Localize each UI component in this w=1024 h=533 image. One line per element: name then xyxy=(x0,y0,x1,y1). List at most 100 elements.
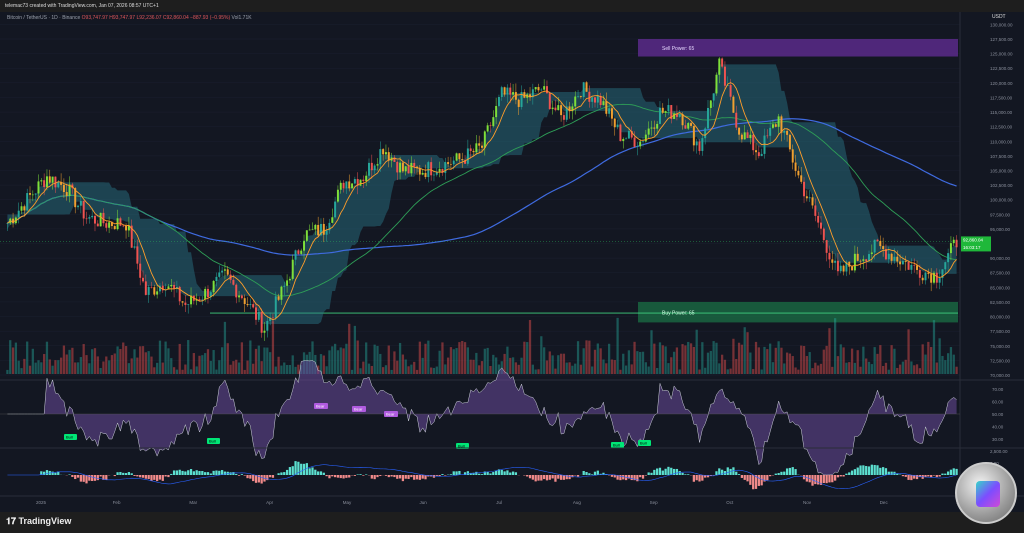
macd-histogram-bar xyxy=(172,470,176,475)
candle xyxy=(407,166,410,174)
volume-bar xyxy=(201,355,204,374)
macd-histogram-bar xyxy=(562,475,566,480)
volume-bar xyxy=(311,341,314,374)
candle xyxy=(249,304,252,306)
volume-bar xyxy=(523,341,526,374)
candle xyxy=(893,256,896,261)
macd-histogram-bar xyxy=(836,475,840,478)
volume-bar xyxy=(370,365,373,374)
volume-bar xyxy=(204,353,207,374)
candle xyxy=(627,131,630,139)
volume-bar xyxy=(356,340,359,374)
volume-bar xyxy=(461,340,464,374)
macd-histogram-bar xyxy=(811,475,814,486)
macd-histogram-bar xyxy=(616,475,619,480)
candle xyxy=(890,253,893,261)
candle xyxy=(537,87,540,91)
candle xyxy=(941,269,944,278)
macd-histogram-bar xyxy=(698,475,701,482)
macd-histogram-bar xyxy=(362,475,365,476)
candle xyxy=(698,141,701,151)
macd-histogram-bar xyxy=(831,475,834,483)
candle xyxy=(373,165,376,171)
macd-histogram-bar xyxy=(845,473,848,475)
candle xyxy=(322,223,325,235)
time-tick: Aug xyxy=(573,500,582,505)
macd-histogram-bar xyxy=(540,475,543,481)
time-tick: May xyxy=(343,500,352,505)
candle xyxy=(368,162,370,176)
volume-bar xyxy=(828,328,831,374)
macd-histogram-bar xyxy=(585,472,588,475)
candle xyxy=(760,153,763,157)
chart-area[interactable]: USDT 130,000.00 127,500.00 125,000.00 122,50… xyxy=(0,12,1024,512)
candle xyxy=(673,113,676,119)
volume-bar xyxy=(161,362,164,374)
macd-histogram-bar xyxy=(246,475,249,479)
volume-bar xyxy=(831,366,834,374)
macd-histogram-bar xyxy=(788,467,792,475)
macd-histogram-bar xyxy=(791,467,794,475)
macd-histogram-bar xyxy=(735,471,738,475)
time-tick: Jun xyxy=(420,500,428,505)
price-chart[interactable]: USDT 130,000.00 127,500.00 125,000.00 122,50… xyxy=(0,12,1024,512)
candle xyxy=(588,91,591,102)
candle xyxy=(845,261,848,272)
volume-bar xyxy=(808,352,811,374)
volume-bar xyxy=(254,348,258,374)
candle xyxy=(907,261,910,270)
candle xyxy=(766,135,769,137)
volume-bar xyxy=(817,365,820,374)
buy-power-label: Buy Power: 65 xyxy=(662,310,695,316)
volume-bar xyxy=(749,352,752,374)
macd-histogram-bar xyxy=(201,471,204,475)
candle xyxy=(17,210,20,218)
volume-bar xyxy=(23,358,26,374)
volume-bar xyxy=(269,352,272,374)
macd-histogram-bar xyxy=(732,467,735,475)
volume-bar xyxy=(26,341,29,374)
candle xyxy=(156,291,159,295)
candle xyxy=(209,292,212,298)
candle xyxy=(644,134,647,142)
candle xyxy=(277,296,280,300)
volume-bar xyxy=(31,348,34,374)
candle xyxy=(740,134,743,140)
volume-bar xyxy=(540,336,543,374)
volume-bar xyxy=(729,368,732,374)
macd-histogram-bar xyxy=(664,468,667,475)
volume-bar xyxy=(449,347,453,374)
candle xyxy=(619,124,622,142)
macd-histogram-bar xyxy=(506,470,509,475)
macd-histogram-bar xyxy=(141,475,145,478)
candle xyxy=(605,101,608,114)
candle xyxy=(887,253,890,260)
candle xyxy=(803,181,806,197)
volume-bar xyxy=(139,346,142,374)
tradingview-logo[interactable]: 𝟏𝟕 TradingView xyxy=(6,516,71,527)
macd-histogram-bar xyxy=(85,475,88,484)
macd-histogram-bar xyxy=(413,475,416,480)
price-tick: 82,500.00 xyxy=(990,300,1011,305)
candle xyxy=(314,224,317,230)
volume-bar xyxy=(882,365,885,374)
volume-bar xyxy=(65,354,68,374)
candle xyxy=(868,254,871,261)
rsi-tick: 30.00 xyxy=(992,437,1004,442)
volume-bar xyxy=(732,338,735,374)
candle xyxy=(675,113,678,117)
tv-icon: 𝟏𝟕 xyxy=(6,516,19,526)
time-tick: Jul xyxy=(496,500,502,505)
price-tick: 105,000.00 xyxy=(990,168,1013,173)
volume-bar xyxy=(904,359,907,374)
rsi-tick: 50.00 xyxy=(992,412,1004,417)
macd-histogram-bar xyxy=(944,473,947,475)
candle xyxy=(497,96,500,106)
price-tick: 97,500.00 xyxy=(990,212,1011,217)
candle xyxy=(667,105,670,112)
candle xyxy=(500,87,503,97)
candle xyxy=(297,250,300,254)
volume-bar xyxy=(107,360,111,374)
volume-bar xyxy=(571,365,574,374)
volume-bar xyxy=(280,365,283,374)
